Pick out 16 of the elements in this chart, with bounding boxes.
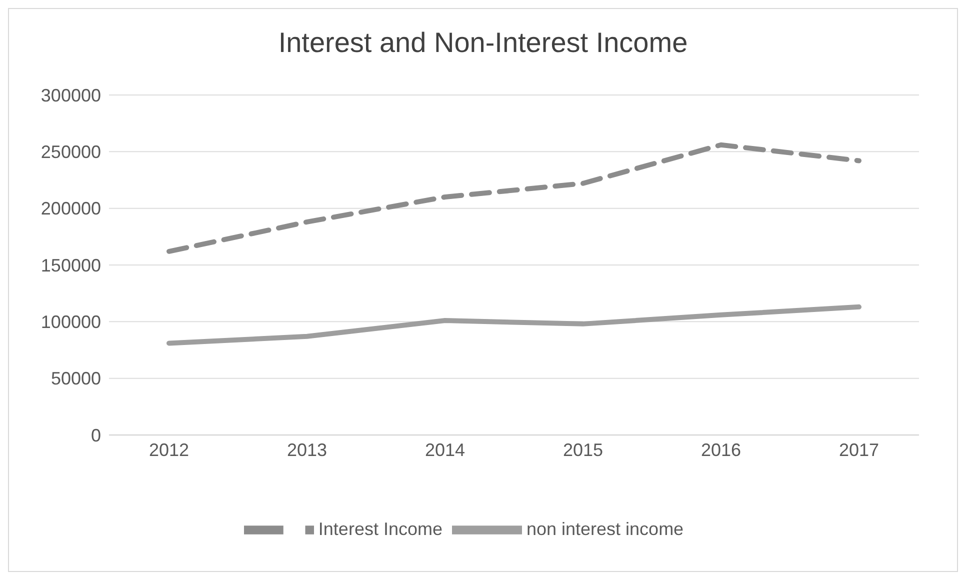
y-tick-label: 250000 (40, 142, 101, 162)
y-tick-label: 100000 (40, 312, 101, 332)
chart-title: Interest and Non-Interest Income (277, 26, 689, 60)
legend-label: Interest Income (318, 518, 442, 539)
y-tick-label: 150000 (40, 255, 101, 276)
legend-label: non interest income (526, 518, 684, 539)
y-tick-label: 50000 (50, 368, 101, 389)
x-tick-label: 2015 (562, 440, 604, 460)
x-tick-label: 2014 (424, 440, 466, 460)
x-tick-label: 2016 (700, 440, 742, 460)
y-tick-label: 200000 (40, 198, 101, 219)
y-tick-label: 0 (90, 425, 101, 446)
x-tick-label: 2013 (286, 440, 328, 460)
x-tick-label: 2017 (838, 440, 880, 460)
x-tick-label: 2012 (148, 440, 190, 460)
y-tick-label: 300000 (40, 85, 101, 106)
